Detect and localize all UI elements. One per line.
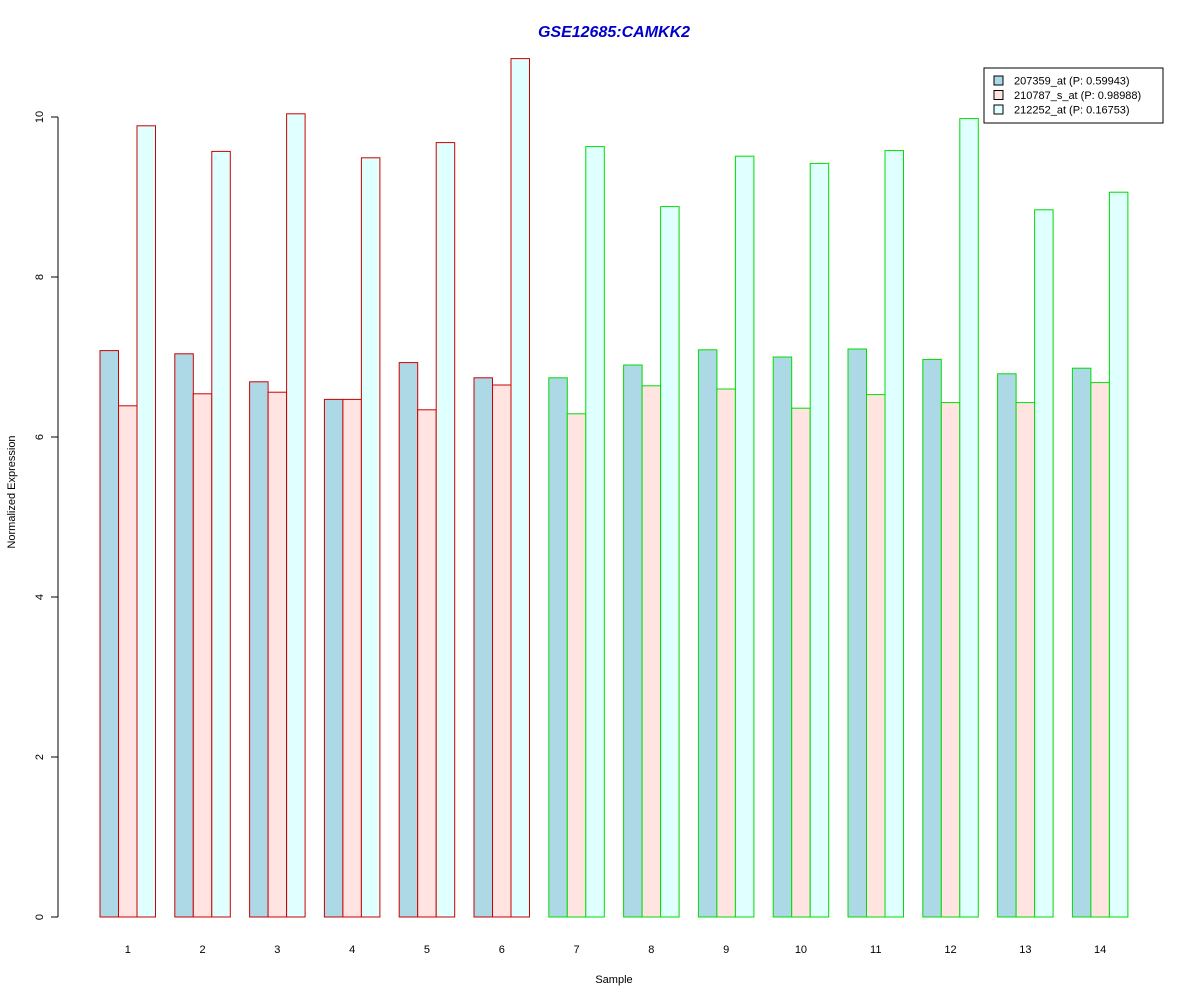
- bar: [174, 353, 194, 918]
- bar: [1015, 402, 1036, 918]
- bar: [192, 393, 213, 918]
- x-tick-label: 6: [499, 944, 505, 956]
- x-tick-label: 12: [944, 944, 956, 956]
- bar: [398, 362, 419, 918]
- x-tick-label: 5: [424, 944, 430, 956]
- bar: [1108, 191, 1129, 918]
- bar: [118, 405, 138, 918]
- bar: [809, 162, 830, 918]
- x-tick-label: 14: [1094, 944, 1106, 956]
- bar: [510, 58, 530, 918]
- bar: [716, 388, 736, 918]
- chart-title: GSE12685:CAMKK2: [538, 24, 690, 41]
- legend-swatch: [993, 90, 1004, 100]
- bar: [99, 350, 119, 918]
- y-axis-label: Normalized Expression: [6, 435, 18, 548]
- y-tick-label: 2: [34, 754, 46, 760]
- bar: [566, 413, 587, 918]
- bar: [267, 391, 288, 918]
- bar: [585, 146, 605, 918]
- bar: [473, 377, 493, 918]
- y-tick-label: 10: [34, 111, 46, 123]
- y-tick-label: 0: [34, 914, 46, 920]
- x-tick-label: 8: [648, 944, 654, 956]
- legend-swatch: [993, 104, 1004, 115]
- x-tick-label: 9: [723, 944, 729, 956]
- x-axis-label: Sample: [595, 974, 632, 986]
- bar: [623, 364, 643, 918]
- bar: [866, 394, 886, 918]
- bar: [211, 150, 231, 918]
- x-tick-labels: 1 2 3 4 5 6 7 8 9 10 11 12 13 14: [125, 944, 1107, 956]
- bar: [136, 125, 156, 918]
- bar: [959, 118, 979, 918]
- y-tick-label: 6: [34, 434, 46, 440]
- bar: [734, 155, 755, 918]
- bar: [641, 385, 662, 918]
- y-tick-label: 4: [34, 594, 46, 600]
- bar: [492, 384, 512, 918]
- x-tick-label: 3: [274, 944, 280, 956]
- bar: [940, 402, 961, 918]
- legend-label: 210787_s_at (P: 0.98988): [1014, 90, 1141, 102]
- bar: [660, 206, 680, 918]
- bar: [286, 113, 306, 918]
- bar: [548, 377, 568, 918]
- legend: 207359_at (P: 0.59943) 210787_s_at (P: 0.…: [983, 67, 1164, 124]
- x-tick-label: 7: [573, 944, 579, 956]
- legend-swatch: [993, 75, 1004, 86]
- x-tick-label: 11: [870, 944, 881, 956]
- bar: [360, 157, 381, 918]
- bar: [922, 358, 942, 918]
- y-axis: 0 2 4 6 8 10: [34, 111, 59, 920]
- bar: [847, 348, 867, 918]
- bar: [417, 409, 437, 918]
- bar: [323, 398, 344, 918]
- x-tick-label: 2: [199, 944, 205, 956]
- bar: [435, 142, 456, 918]
- x-tick-label: 13: [1019, 944, 1031, 956]
- bar: [697, 349, 718, 918]
- bar: [1071, 367, 1092, 918]
- x-tick-label: 10: [795, 944, 807, 956]
- legend-box: [983, 67, 1164, 124]
- x-tick-label: 1: [125, 944, 131, 956]
- legend-label: 207359_at (P: 0.59943): [1014, 76, 1130, 88]
- x-tick-label: 4: [349, 944, 355, 956]
- y-tick-label: 8: [34, 274, 46, 280]
- bar: [1034, 209, 1054, 918]
- bar: [791, 407, 811, 918]
- bar: [772, 356, 793, 918]
- legend-label: 212252_at (P: 0.16753): [1014, 105, 1130, 117]
- bar: [884, 150, 904, 918]
- bar: [249, 381, 269, 918]
- bar: [1090, 382, 1110, 918]
- bar: [997, 373, 1017, 918]
- bars: [99, 58, 1129, 918]
- bar: [342, 398, 362, 918]
